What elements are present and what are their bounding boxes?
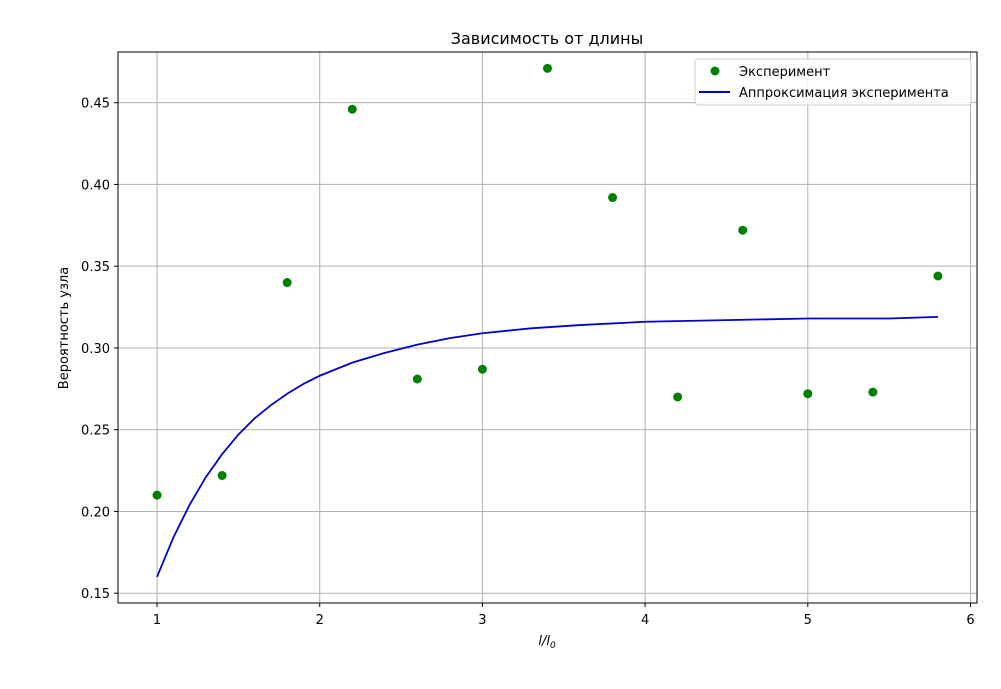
- data-point: [477, 364, 487, 374]
- legend-marker-experiment: [710, 66, 720, 76]
- data-point: [803, 389, 813, 399]
- y-tick-label: 0.45: [81, 97, 110, 112]
- x-tick-label: 5: [804, 613, 812, 628]
- y-tick-label: 0.25: [81, 424, 110, 439]
- y-axis-title: Вероятность узла: [57, 267, 72, 389]
- data-point: [347, 104, 357, 114]
- legend-label-experiment: Эксперимент: [739, 65, 831, 80]
- y-tick-label: 0.15: [81, 587, 110, 602]
- y-tick-label: 0.20: [81, 505, 110, 520]
- data-point: [217, 470, 227, 480]
- approximation-line: [156, 315, 938, 578]
- data-point: [868, 387, 878, 397]
- chart-title: Зависимость от длины: [451, 29, 644, 48]
- data-point: [933, 271, 943, 281]
- data-point: [608, 193, 618, 203]
- data-point: [543, 63, 552, 73]
- legend-box: [694, 58, 972, 106]
- plot-frame: [117, 51, 978, 604]
- x-tick-label: 1: [153, 613, 161, 628]
- series-layer: [152, 63, 943, 578]
- x-tick-label: 3: [478, 613, 486, 628]
- x-tick-label: 6: [966, 613, 974, 628]
- x-tick-label: 4: [641, 613, 649, 628]
- x-axis-title: l/l0: [538, 634, 556, 651]
- data-point: [738, 225, 748, 235]
- data-point: [282, 278, 292, 288]
- data-point: [412, 374, 422, 384]
- data-point: [152, 490, 162, 500]
- legend: Эксперимент Аппроксимация эксперимента: [694, 58, 972, 106]
- ticks: 1 2 3 4 5 6 0.15 0.20 0.25 0.30 0.35 0.40 0.45: [81, 97, 975, 628]
- x-tick-label: 2: [316, 613, 324, 628]
- y-tick-label: 0.35: [81, 260, 110, 275]
- legend-label-approximation: Аппроксимация эксперимента: [739, 86, 949, 101]
- data-point: [673, 392, 683, 402]
- y-tick-label: 0.30: [81, 342, 110, 357]
- y-tick-label: 0.40: [81, 178, 110, 193]
